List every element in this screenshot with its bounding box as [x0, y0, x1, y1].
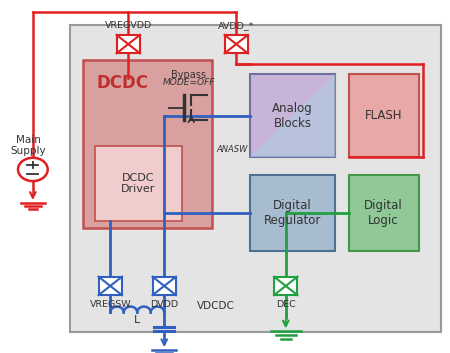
Text: Bypass: Bypass [171, 70, 207, 80]
Bar [349, 175, 418, 251]
Text: AVDD_*: AVDD_* [218, 21, 254, 30]
Text: FLASH: FLASH [365, 109, 402, 122]
Bar [83, 60, 212, 228]
Text: DCDC: DCDC [97, 74, 149, 92]
Bar [153, 277, 176, 295]
Bar [99, 277, 122, 295]
Text: Analog
Blocks: Analog Blocks [272, 102, 313, 130]
Text: VREGSW: VREGSW [90, 300, 131, 309]
Polygon shape [250, 74, 335, 157]
Bar [274, 277, 297, 295]
Bar [70, 25, 441, 332]
Bar [94, 146, 182, 221]
Bar [349, 74, 418, 157]
Text: L: L [134, 315, 140, 325]
Text: ANASW: ANASW [216, 145, 248, 154]
Circle shape [18, 158, 48, 181]
Text: DEC: DEC [276, 300, 296, 309]
Bar [250, 175, 335, 251]
Text: DCDC
Driver: DCDC Driver [121, 173, 156, 195]
Text: VREGVDD: VREGVDD [104, 21, 152, 30]
Text: Main
Supply: Main Supply [10, 135, 46, 156]
Bar [250, 74, 335, 157]
Text: VDCDC: VDCDC [197, 301, 235, 311]
Text: MODE=OFF: MODE=OFF [163, 78, 215, 87]
Text: Digital
Regulator: Digital Regulator [264, 199, 321, 227]
Text: DVDD: DVDD [150, 300, 178, 309]
Bar [225, 35, 248, 53]
Text: Digital
Logic: Digital Logic [364, 199, 403, 227]
Bar [117, 35, 140, 53]
